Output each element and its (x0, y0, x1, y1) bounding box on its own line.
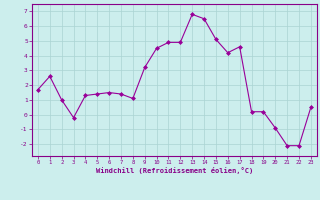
X-axis label: Windchill (Refroidissement éolien,°C): Windchill (Refroidissement éolien,°C) (96, 167, 253, 174)
